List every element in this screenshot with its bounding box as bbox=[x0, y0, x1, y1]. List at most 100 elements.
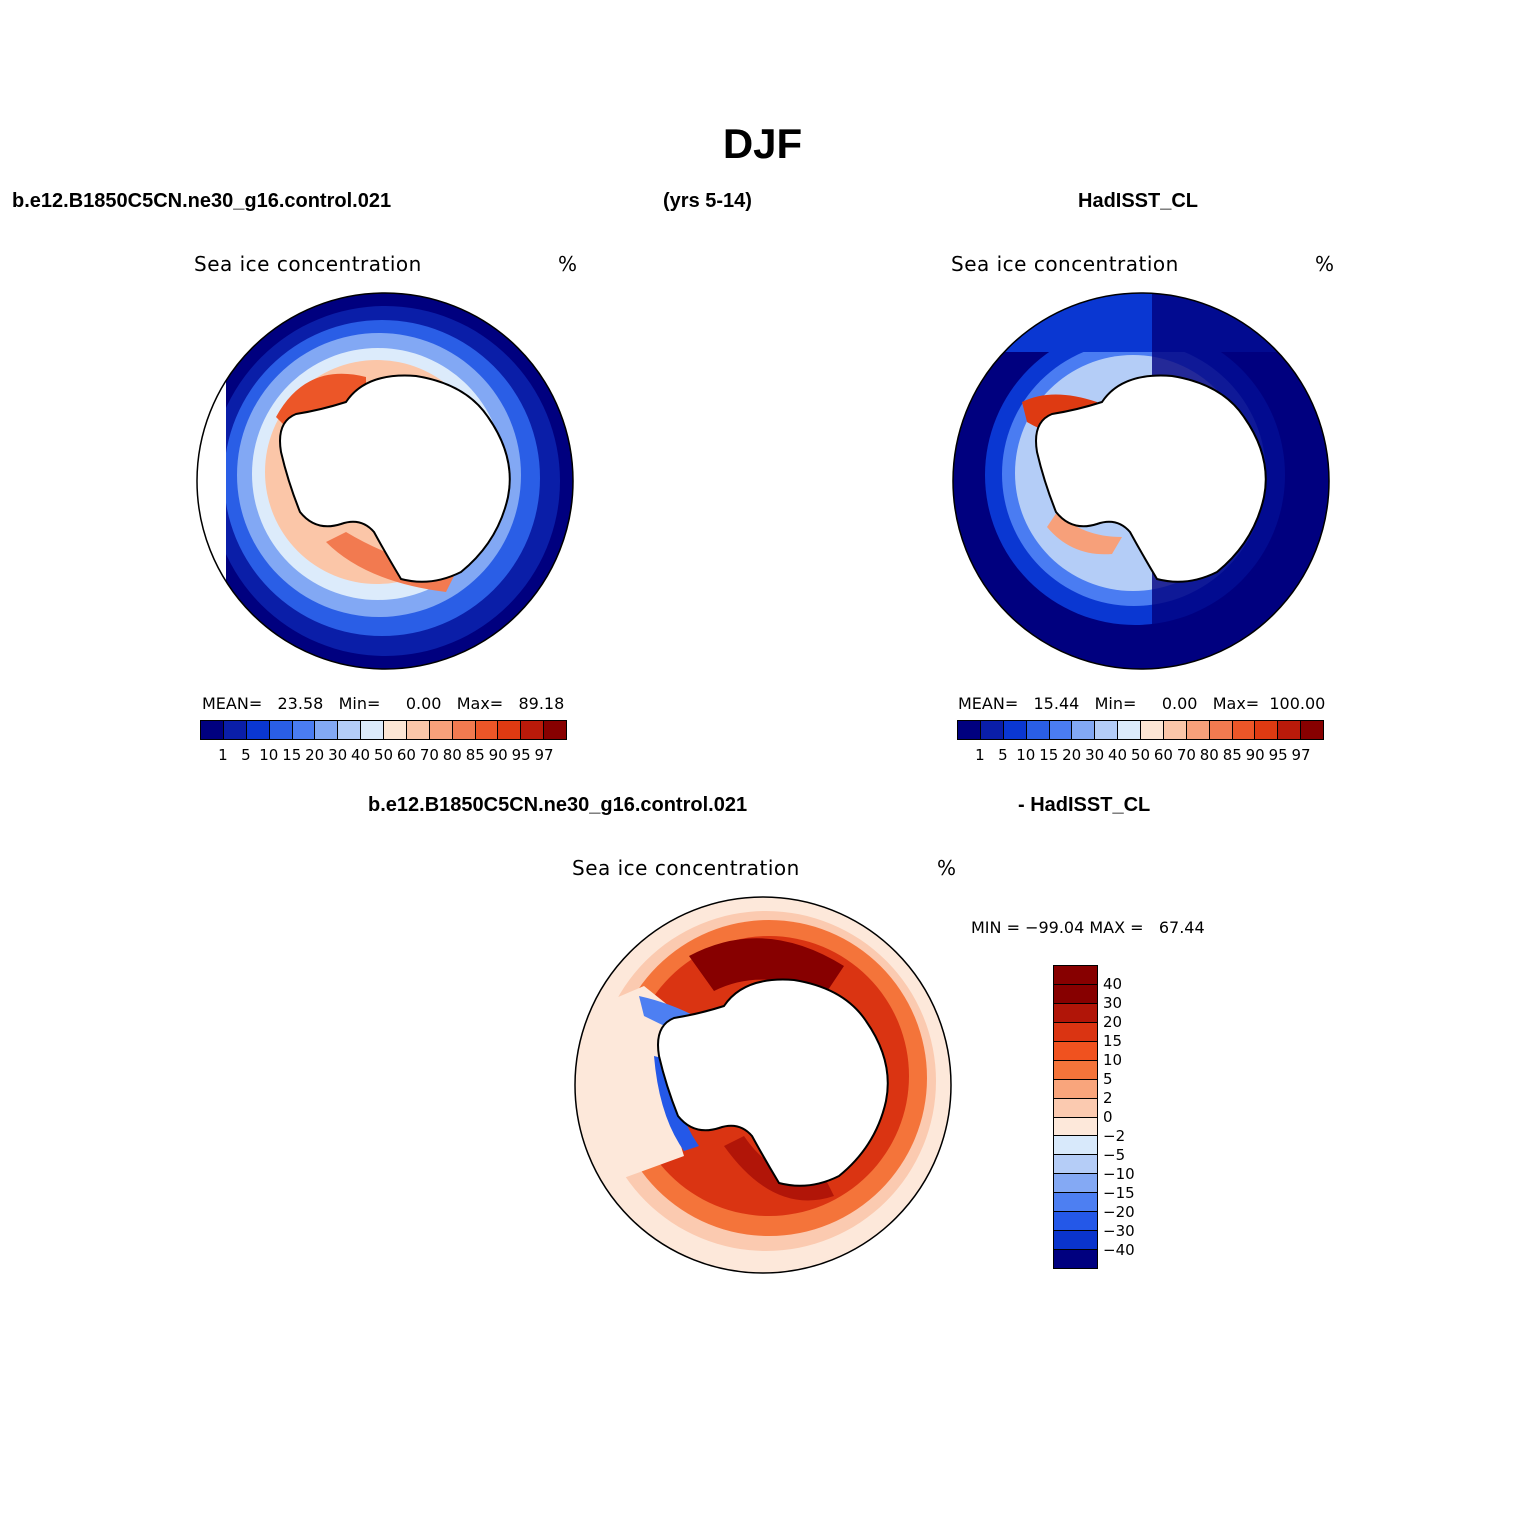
colorbar-tick-label: 80 bbox=[1199, 746, 1219, 764]
colorbar-tick-label: 50 bbox=[373, 746, 394, 764]
colorbar-swatch bbox=[1054, 1212, 1097, 1232]
colorbar-swatch bbox=[1072, 721, 1096, 739]
colorbar-swatch bbox=[1026, 721, 1050, 739]
colorbar-tick-label: 80 bbox=[442, 746, 462, 764]
colorbar-swatch bbox=[338, 721, 362, 739]
colorbar-swatch bbox=[1054, 1250, 1097, 1268]
colorbar-tick-label: 10 bbox=[1103, 1051, 1123, 1069]
years-label: (yrs 5-14) bbox=[663, 190, 752, 212]
diff-colorbar bbox=[1053, 965, 1098, 1269]
obs-name-label: HadISST_CL bbox=[1078, 190, 1199, 212]
colorbar-swatch bbox=[315, 721, 339, 739]
colorbar-tick-label: 10 bbox=[1016, 746, 1036, 764]
colorbar-tick-label: 20 bbox=[1103, 1013, 1123, 1031]
colorbar-swatch bbox=[292, 721, 316, 739]
diff-colorbar-ticks: 40 30 20 15 10 5 2 0 −2 −5 −10 −15 −20 −30 −40 bbox=[1103, 965, 1163, 1269]
colorbar-swatch bbox=[406, 721, 430, 739]
colorbar-swatch bbox=[1054, 966, 1097, 985]
obs-panel-units: % bbox=[1315, 252, 1335, 276]
diff-polar-map bbox=[574, 896, 952, 1274]
colorbar-tick-label: 5 bbox=[241, 746, 251, 764]
colorbar-tick-label: 60 bbox=[1153, 746, 1173, 764]
colorbar-tick-label: 1 bbox=[975, 746, 985, 764]
colorbar-tick-label: 60 bbox=[396, 746, 416, 764]
colorbar-swatch bbox=[521, 721, 545, 739]
colorbar-swatch bbox=[384, 721, 407, 739]
colorbar-swatch bbox=[1054, 984, 1097, 1004]
colorbar-swatch bbox=[223, 721, 247, 739]
colorbar-tick-label: 40 bbox=[1103, 975, 1123, 993]
colorbar-tick-label: 70 bbox=[419, 746, 439, 764]
colorbar-swatch bbox=[475, 721, 499, 739]
colorbar-tick-label: 15 bbox=[1103, 1032, 1123, 1050]
colorbar-swatch bbox=[1054, 1041, 1097, 1061]
colorbar-tick-label: 5 bbox=[998, 746, 1008, 764]
colorbar-swatch bbox=[1054, 1155, 1097, 1175]
colorbar-tick-label: 0 bbox=[1103, 1108, 1113, 1126]
diff-case-label: b.e12.B1850C5CN.ne30_g16.control.021 bbox=[368, 794, 748, 816]
case-name-label: b.e12.B1850C5CN.ne30_g16.control.021 bbox=[12, 190, 392, 212]
colorbar-swatch bbox=[1054, 1193, 1097, 1213]
model-stats: MEAN= 23.58 Min= 0.00 Max= 89.18 bbox=[202, 694, 565, 713]
model-colorbar-ticks: 1 5 10 15 20 30 40 50 60 70 80 85 90 95 97 bbox=[200, 746, 567, 766]
colorbar-tick-label: 50 bbox=[1130, 746, 1151, 764]
colorbar-tick-label: 15 bbox=[282, 746, 302, 764]
colorbar-swatch bbox=[361, 721, 384, 739]
colorbar-tick-label: −30 bbox=[1103, 1222, 1135, 1240]
colorbar-swatch bbox=[1054, 1174, 1097, 1194]
colorbar-swatch bbox=[1255, 721, 1279, 739]
colorbar-swatch bbox=[1054, 1098, 1097, 1118]
colorbar-tick-label: 2 bbox=[1103, 1089, 1113, 1107]
colorbar-swatch bbox=[1141, 721, 1164, 739]
colorbar-swatch bbox=[498, 721, 522, 739]
colorbar-tick-label: 90 bbox=[1245, 746, 1265, 764]
colorbar-tick-label: −15 bbox=[1103, 1184, 1135, 1202]
colorbar-swatch bbox=[429, 721, 453, 739]
colorbar-swatch bbox=[1209, 721, 1233, 739]
obs-colorbar bbox=[957, 720, 1324, 740]
colorbar-swatch bbox=[1278, 721, 1302, 739]
colorbar-swatch bbox=[1054, 1117, 1097, 1137]
model-panel-title: Sea ice concentration bbox=[194, 252, 422, 276]
antarctica-landmass bbox=[279, 374, 511, 583]
antarctica-landmass bbox=[657, 978, 889, 1187]
colorbar-tick-label: 40 bbox=[351, 746, 371, 764]
colorbar-swatch bbox=[958, 721, 981, 739]
colorbar-swatch bbox=[1186, 721, 1210, 739]
colorbar-swatch bbox=[980, 721, 1004, 739]
colorbar-swatch bbox=[1054, 1136, 1097, 1156]
colorbar-swatch bbox=[1301, 721, 1323, 739]
colorbar-tick-label: 30 bbox=[1103, 994, 1123, 1012]
diff-minmax: MIN = −99.04 MAX = 67.44 bbox=[971, 918, 1205, 937]
colorbar-swatch bbox=[1054, 1022, 1097, 1042]
colorbar-tick-label: 97 bbox=[534, 746, 554, 764]
colorbar-tick-label: 20 bbox=[1062, 746, 1082, 764]
colorbar-tick-label: 30 bbox=[328, 746, 348, 764]
diff-panel-title: Sea ice concentration bbox=[572, 856, 800, 880]
obs-panel-title: Sea ice concentration bbox=[951, 252, 1179, 276]
colorbar-swatch bbox=[1163, 721, 1187, 739]
colorbar-swatch bbox=[1118, 721, 1141, 739]
colorbar-tick-label: −40 bbox=[1103, 1241, 1135, 1259]
colorbar-tick-label: 95 bbox=[511, 746, 531, 764]
colorbar-tick-label: −5 bbox=[1103, 1146, 1126, 1164]
obs-colorbar-ticks: 1 5 10 15 20 30 40 50 60 70 80 85 90 95 97 bbox=[957, 746, 1324, 766]
colorbar-swatch bbox=[201, 721, 224, 739]
figure-title: DJF bbox=[722, 120, 803, 167]
model-colorbar bbox=[200, 720, 567, 740]
colorbar-tick-label: 90 bbox=[488, 746, 508, 764]
colorbar-tick-label: 85 bbox=[1222, 746, 1242, 764]
colorbar-tick-label: 40 bbox=[1108, 746, 1128, 764]
colorbar-tick-label: 1 bbox=[218, 746, 228, 764]
colorbar-swatch bbox=[1049, 721, 1073, 739]
obs-stats: MEAN= 15.44 Min= 0.00 Max= 100.00 bbox=[958, 694, 1326, 713]
colorbar-tick-label: −10 bbox=[1103, 1165, 1135, 1183]
obs-polar-map bbox=[952, 292, 1330, 670]
colorbar-swatch bbox=[1232, 721, 1256, 739]
colorbar-tick-label: 95 bbox=[1268, 746, 1288, 764]
colorbar-tick-label: 30 bbox=[1085, 746, 1105, 764]
colorbar-swatch bbox=[1054, 1231, 1097, 1251]
colorbar-swatch bbox=[452, 721, 476, 739]
colorbar-tick-label: 15 bbox=[1039, 746, 1059, 764]
colorbar-swatch bbox=[1054, 1060, 1097, 1080]
